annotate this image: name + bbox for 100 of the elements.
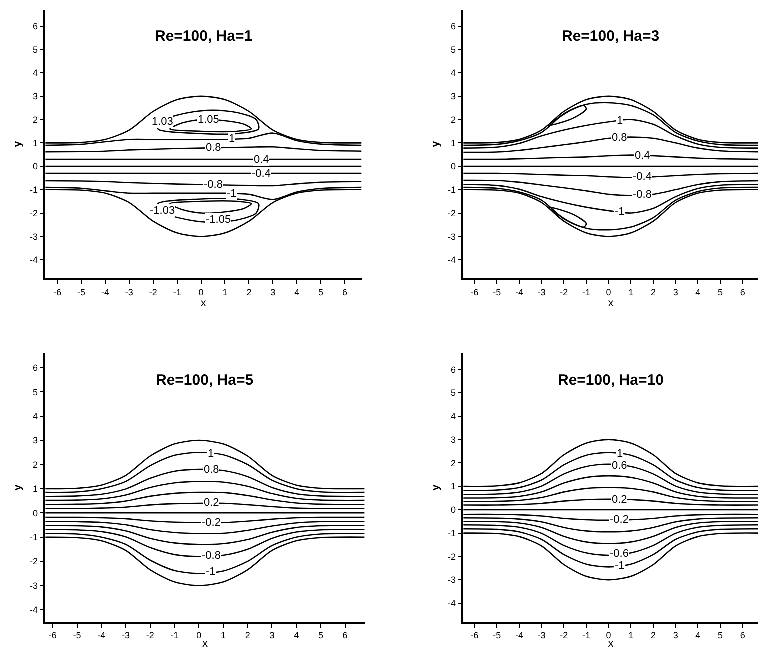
y-tick-label: -4 [30, 605, 38, 616]
x-tick-label: 4 [696, 630, 701, 641]
annotation: 0.2 [204, 497, 220, 509]
y-tick-label: 0 [33, 162, 38, 172]
y-tick-label: 1 [33, 138, 38, 148]
x-tick-label: -5 [493, 287, 502, 298]
y-tick-label: 1 [451, 138, 456, 148]
x-tick-label: 6 [342, 287, 348, 298]
y-tick-label: 0 [33, 508, 38, 518]
annotation: -0.6 [610, 548, 629, 560]
x-axis-title: x [608, 297, 614, 310]
x-tick-label: 0 [198, 287, 204, 298]
x-axis-title: x [202, 638, 208, 650]
x-tick-label: -4 [98, 630, 106, 641]
x-tick-label: -2 [146, 630, 154, 641]
annotation: -1.05 [206, 214, 232, 226]
y-axis-title: y [12, 484, 24, 491]
x-tick-label: -4 [101, 287, 110, 298]
x-tick-label: 1 [220, 630, 226, 641]
annotation: 0.8 [204, 464, 220, 476]
x-tick-label: 4 [294, 630, 300, 641]
x-tick-label: -4 [515, 630, 524, 641]
x-tick-label: -6 [48, 630, 57, 641]
y-tick-label: -2 [448, 208, 456, 218]
y-tick-label: 4 [451, 412, 456, 422]
y-tick-label: 5 [33, 387, 38, 398]
y-tick-label: -3 [30, 580, 38, 591]
x-tick-label: -3 [538, 630, 546, 641]
y-tick-label: 2 [33, 460, 38, 470]
annotation: -0.2 [202, 517, 221, 529]
y-tick-label: -1 [448, 528, 456, 538]
x-tick-label: 5 [318, 630, 324, 641]
y-tick-label: -2 [448, 552, 456, 562]
x-tick-label: 1 [222, 287, 228, 298]
x-tick-label: 5 [718, 630, 724, 641]
y-tick-label: -3 [30, 232, 38, 242]
annotation: -1 [227, 188, 237, 200]
y-tick-label: 3 [451, 92, 456, 102]
x-tick-label: 6 [740, 287, 746, 298]
y-tick-label: -3 [448, 232, 456, 242]
y-axis-title: y [430, 140, 442, 148]
x-tick-label: 4 [294, 287, 300, 298]
annotation: -1 [615, 560, 625, 572]
annotation: -0.8 [633, 189, 652, 201]
annotation: -0.4 [252, 168, 271, 180]
y-tick-label: -3 [448, 575, 456, 586]
annotation: 1 [208, 448, 214, 460]
text: Re=100, Ha=5 [156, 372, 254, 389]
x-tick-label: 6 [740, 630, 746, 641]
annotation: -0.8 [204, 179, 223, 191]
x-tick-label: 2 [245, 630, 250, 641]
x-tick-label: -3 [125, 287, 134, 298]
annotation: 1 [617, 115, 624, 127]
text: Re=100, Ha=3 [562, 28, 660, 45]
y-axis-title: y [430, 484, 442, 491]
x-tick-label: -3 [122, 630, 130, 641]
y-tick-label: 6 [451, 21, 456, 32]
annotation: 1 [229, 133, 236, 145]
x-tick-label: -2 [560, 287, 568, 298]
x-tick-label: 6 [342, 630, 348, 641]
x-tick-label: 2 [246, 287, 252, 298]
annotation: 0.2 [612, 494, 628, 506]
x-tick-label: -4 [515, 287, 524, 298]
annotation: 0.8 [612, 132, 628, 144]
x-tick-label: 1 [628, 287, 634, 298]
annotation: 0.4 [254, 154, 270, 166]
x-axis-title: x [608, 638, 614, 650]
y-tick-label: 3 [451, 434, 456, 445]
x-tick-label: 4 [696, 287, 701, 298]
x-tick-label: -1 [170, 630, 179, 641]
x-tick-label: -5 [73, 630, 82, 641]
x-tick-label: -2 [149, 287, 158, 298]
annotation: -0.8 [202, 550, 221, 562]
x-tick-label: -1 [582, 630, 590, 641]
y-tick-label: 0 [451, 505, 456, 516]
x-tick-label: 3 [673, 287, 678, 298]
annotation: 1.05 [198, 114, 220, 126]
x-tick-label: 0 [606, 630, 612, 641]
y-tick-label: 6 [451, 364, 456, 375]
y-tick-label: 5 [451, 388, 456, 398]
annotation: 0.8 [206, 142, 222, 154]
annotation: -0.4 [633, 171, 652, 183]
y-tick-label: -2 [30, 556, 38, 567]
y-tick-label: 4 [33, 411, 38, 422]
y-tick-label: 5 [33, 44, 38, 55]
y-tick-label: 2 [451, 114, 456, 125]
y-tick-label: 4 [33, 68, 38, 78]
y-tick-label: 3 [33, 436, 38, 446]
y-tick-label: 6 [33, 21, 38, 32]
y-tick-label: 6 [33, 363, 38, 374]
x-tick-label: -1 [582, 287, 590, 298]
y-tick-label: 0 [451, 162, 456, 172]
x-tick-label: 3 [270, 630, 275, 641]
text: Re=100, Ha=10 [558, 372, 664, 389]
x-tick-label: -3 [538, 287, 546, 298]
x-tick-label: -5 [78, 287, 86, 298]
x-tick-label: -6 [54, 287, 62, 298]
y-tick-label: -1 [30, 532, 38, 543]
y-tick-label: -1 [30, 185, 38, 196]
x-tick-label: -1 [173, 287, 182, 298]
